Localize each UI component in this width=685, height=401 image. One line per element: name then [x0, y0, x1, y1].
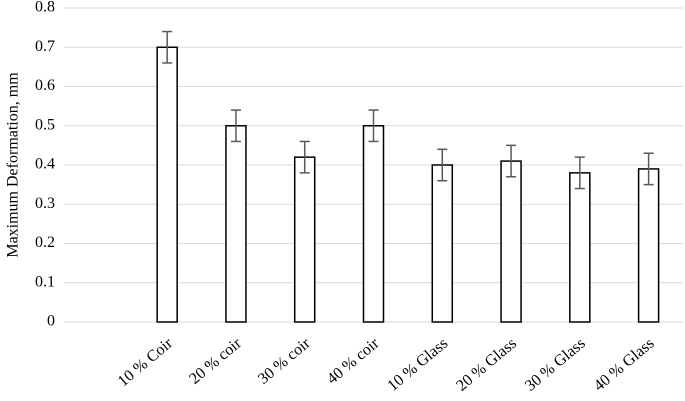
- bar: [431, 164, 454, 323]
- y-tick-label: 0.8: [35, 0, 55, 16]
- y-tick-label: 0.5: [35, 116, 55, 133]
- y-tick-label: 0.6: [35, 77, 55, 94]
- error-bar: [437, 148, 448, 182]
- error-bar: [368, 109, 379, 143]
- bar: [293, 156, 316, 323]
- error-bar: [643, 152, 654, 186]
- bar: [225, 125, 247, 323]
- error-bar: [299, 140, 310, 174]
- y-tick-label: 0.7: [35, 38, 55, 55]
- x-tick-label: 40 % coir: [324, 334, 383, 387]
- y-tick-label: 0: [47, 313, 55, 330]
- x-tick-label: 30 % coir: [255, 334, 314, 387]
- bar: [637, 168, 660, 323]
- x-tick-label: 30 % Glass: [522, 335, 589, 395]
- bar: [569, 172, 591, 323]
- error-bar: [506, 144, 517, 178]
- y-tick-label: 0.2: [35, 234, 55, 251]
- x-tick-label: 20 % Glass: [453, 335, 520, 395]
- x-tick-label: 10 % Glass: [384, 335, 451, 395]
- x-tick-label: 10 % Coir: [115, 334, 177, 390]
- error-bar: [230, 109, 241, 143]
- error-bar: [162, 30, 173, 64]
- y-axis-label: Maximum Deformation, mm: [5, 72, 22, 258]
- y-tick-label: 0.1: [35, 273, 55, 290]
- y-tick-label: 0.3: [35, 195, 55, 212]
- bar: [500, 160, 522, 323]
- x-tick-label: 20 % coir: [186, 334, 245, 387]
- y-tick-label: 0.4: [35, 156, 55, 173]
- x-tick-label: 40 % Glass: [591, 335, 658, 395]
- bar: [362, 125, 385, 323]
- bar: [156, 46, 178, 323]
- error-bar: [574, 156, 585, 190]
